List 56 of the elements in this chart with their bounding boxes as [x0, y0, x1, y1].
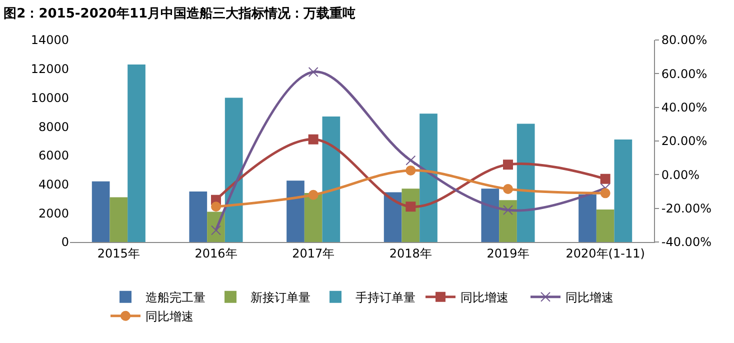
point [406, 165, 416, 176]
bar [224, 98, 243, 242]
bar [384, 192, 402, 242]
chart-title: 图2：2015-2020年11月中国造船三大指标情况：万载重吨 [4, 6, 356, 22]
point [406, 202, 416, 212]
bar [92, 181, 110, 242]
y-tick-label: 4000 [38, 177, 69, 192]
x-tick-label: 2018年 [389, 246, 432, 260]
y-tick-label: 14000 [30, 33, 69, 48]
legend-label: 造船完工量 [146, 290, 206, 305]
legend-label: 同比增速 [460, 290, 508, 305]
bar [304, 192, 322, 242]
y2-tick-label: 40.00% [661, 100, 708, 115]
point [503, 160, 513, 170]
y-tick-label: 10000 [30, 90, 69, 105]
y-tick-label: 0 [61, 235, 69, 250]
y-tick-label: 6000 [38, 148, 69, 163]
bar [614, 140, 632, 242]
y-tick-label: 2000 [38, 206, 69, 220]
y2-tick-label: 0.00% [661, 168, 700, 182]
bar [128, 64, 146, 242]
y-tick-label: 8000 [38, 120, 69, 134]
bar [516, 124, 535, 242]
bar [286, 180, 304, 242]
y2-tick-label: 80.00% [661, 33, 708, 48]
legend-label: 新接订单量 [250, 290, 310, 305]
y2-tick-label: 60.00% [661, 66, 708, 81]
x-tick-label: 2016年 [194, 246, 238, 260]
bar [499, 200, 517, 242]
x-tick-label: 2020年(1-11) [566, 246, 645, 260]
y2-tick-label: -40.00% [661, 235, 712, 250]
point [308, 66, 318, 77]
bar [189, 192, 208, 242]
legend-label: 手持订单量 [356, 290, 416, 305]
legend-label: 同比增速 [566, 290, 614, 305]
y2-tick-label: -20.00% [661, 202, 712, 216]
x-tick-label: 2015年 [97, 246, 140, 260]
point [600, 188, 610, 198]
bar [420, 114, 438, 242]
point [503, 205, 513, 216]
bar [110, 197, 128, 242]
y-tick-label: 12000 [30, 62, 69, 76]
bar [596, 210, 614, 242]
bar [322, 116, 340, 242]
y2-tick-label: 20.00% [661, 134, 708, 148]
point [308, 190, 318, 200]
point [406, 155, 416, 166]
x-tick-label: 2017年 [292, 246, 335, 260]
bar [481, 188, 500, 242]
point [503, 184, 513, 194]
point [211, 202, 221, 212]
x-tick-label: 2019年 [486, 246, 530, 260]
legend-label: 同比增速 [146, 310, 194, 324]
point [600, 174, 610, 184]
bar [578, 194, 596, 242]
point [308, 134, 318, 144]
